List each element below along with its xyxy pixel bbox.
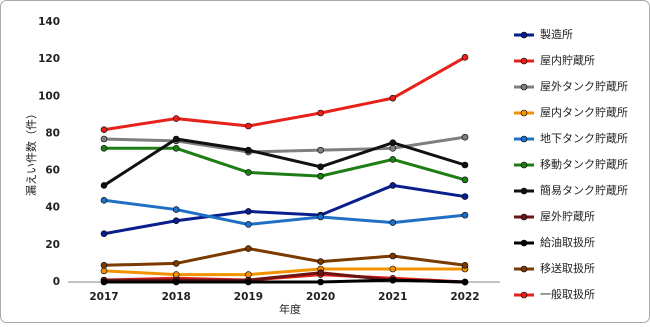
legend-marker — [520, 31, 528, 39]
x-tick-label: 2017 — [89, 291, 118, 303]
data-point — [461, 278, 469, 286]
data-point — [100, 182, 108, 189]
x-axis-label: 年度 — [279, 302, 301, 316]
data-point — [461, 176, 469, 184]
data-point — [389, 265, 397, 273]
series-line — [103, 198, 466, 226]
data-point — [245, 245, 252, 252]
legend-label: 屋内タンク貯蔵所 — [540, 105, 628, 119]
data-point — [389, 252, 397, 260]
series-line — [103, 137, 466, 187]
data-point — [100, 267, 108, 275]
data-point — [389, 144, 397, 152]
data-point — [245, 278, 252, 286]
data-point — [461, 161, 469, 169]
legend-marker — [520, 213, 528, 221]
legend-marker — [520, 265, 528, 273]
y-tick-label: 80 — [45, 127, 60, 139]
data-point — [317, 163, 324, 171]
data-point — [461, 211, 469, 219]
legend-marker — [520, 239, 528, 247]
y-tick-label: 20 — [45, 239, 60, 251]
legend-label: 屋内貯蔵所 — [540, 53, 595, 67]
data-point — [100, 196, 108, 204]
y-tick-label: 0 — [53, 276, 60, 288]
legend-marker — [520, 291, 528, 299]
data-point — [172, 144, 180, 152]
series-line — [103, 247, 466, 267]
legend-marker — [520, 57, 528, 65]
data-point — [245, 122, 252, 130]
data-point — [172, 115, 180, 122]
legend-marker — [520, 109, 528, 117]
y-tick-label: 40 — [45, 202, 60, 214]
x-tick-label: 2019 — [234, 291, 263, 303]
data-point — [172, 278, 180, 286]
data-point — [389, 219, 397, 226]
y-tick-label: 120 — [38, 53, 60, 65]
data-point — [172, 271, 180, 278]
data-point — [461, 193, 469, 200]
data-point — [100, 144, 108, 152]
legend-marker — [520, 135, 528, 143]
series-line — [103, 267, 465, 277]
legend-label: 移動タンク貯蔵所 — [540, 157, 628, 171]
series-line — [104, 278, 466, 284]
legend-label: 給油取扱所 — [540, 235, 595, 249]
data-point — [389, 139, 397, 147]
data-point — [245, 146, 252, 154]
data-point — [461, 261, 469, 269]
x-tick-label: 2020 — [306, 291, 335, 303]
legend-label: 製造所 — [540, 27, 573, 41]
data-point — [245, 271, 252, 278]
data-point — [389, 182, 397, 189]
series-line — [103, 183, 466, 236]
legend-label: 移送取扱所 — [540, 261, 595, 275]
x-tick-label: 2018 — [162, 291, 191, 303]
data-point — [389, 156, 397, 163]
legend-label: 屋外タンク貯蔵所 — [540, 80, 628, 93]
legend-label: 一般取扱所 — [540, 287, 595, 301]
data-point — [245, 208, 252, 215]
data-point — [317, 269, 324, 277]
data-point — [317, 258, 324, 265]
data-point — [100, 126, 108, 134]
data-point — [172, 260, 180, 267]
data-point — [317, 213, 324, 221]
y-tick-label: 140 — [38, 16, 60, 28]
data-point — [389, 276, 397, 284]
data-point — [245, 169, 252, 176]
data-point — [172, 135, 180, 143]
data-point — [100, 261, 108, 269]
legend-label: 地下タンク貯蔵所 — [540, 132, 628, 145]
data-point — [317, 172, 324, 180]
data-point — [172, 206, 180, 213]
y-axis-label: 漏えい件数（件） — [25, 108, 38, 196]
data-point — [100, 230, 108, 238]
x-tick-label: 2021 — [378, 291, 407, 303]
legend-marker — [520, 83, 528, 91]
data-point — [245, 221, 252, 228]
data-point — [317, 146, 324, 154]
data-point — [100, 278, 108, 286]
data-point — [317, 109, 324, 117]
legend-marker — [520, 161, 528, 169]
legend-marker — [520, 187, 528, 195]
data-point — [461, 53, 469, 61]
data-point — [100, 135, 108, 143]
y-tick-label: 100 — [38, 90, 60, 102]
data-point — [172, 217, 180, 225]
data-point — [389, 94, 397, 102]
legend-label: 屋外貯蔵所 — [540, 210, 595, 223]
y-tick-label: 60 — [45, 165, 60, 177]
data-point — [461, 133, 469, 141]
legend-label: 簡易タンク貯蔵所 — [540, 183, 628, 197]
series-line — [103, 55, 466, 132]
data-point — [317, 278, 324, 286]
x-tick-label: 2022 — [450, 291, 479, 303]
